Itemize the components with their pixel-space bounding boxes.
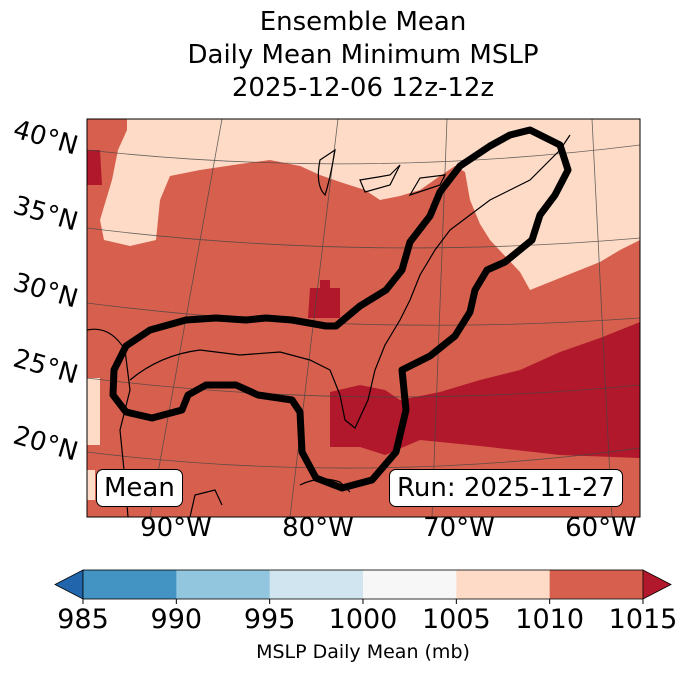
colorbar-tick-label: 995 [243,604,296,635]
parallel-35n [87,227,640,249]
colorbar-tick-label: 1015 [608,604,678,635]
title-line-1: Ensemble Mean [259,7,467,37]
colorbar-segment [269,570,364,599]
annotation-mean: Mean [96,469,183,507]
field-1005-1010-sw [87,470,95,500]
colorbar-segment [363,570,457,599]
parallel-30n [87,302,640,326]
colorbar-segment [456,570,551,599]
colorbar-tick-label: 990 [150,604,203,635]
title-line-2: Daily Mean Minimum MSLP [187,40,539,70]
annotation-run-date: Run: 2025-11-27 [389,469,623,507]
colorbar [54,569,672,604]
colorbar-under-arrow [54,569,84,600]
lon-label-90w: 90°W [140,513,212,543]
colorbar-label: MSLP Daily Mean (mb) [256,641,470,663]
colorbar-segment [549,570,644,599]
colorbar-segment [176,570,271,599]
highlight-contour [109,126,572,492]
field-1005-1010-west [87,378,100,445]
field-1015-nw [87,150,102,185]
meridian-80w [289,119,339,517]
colorbar-segment [83,570,177,599]
colorbar-tick-label: 1010 [515,604,585,635]
title-line-3: 2025-12-06 12z-12z [231,73,495,103]
colorbar-tick-label: 1005 [421,604,491,635]
field-1015-central [308,280,340,318]
colorbar-tick-label: 1000 [328,604,398,635]
colorbar-tick-label: 985 [57,604,109,635]
map-frame [86,118,641,518]
meridian-60w [591,119,613,517]
lon-label-60w: 60°W [565,513,637,543]
parallel-25n [87,377,640,398]
lon-label-80w: 80°W [282,513,354,543]
colorbar-over-arrow [642,569,672,600]
parallel-20n [87,447,640,469]
lon-label-70w: 70°W [423,513,495,543]
field-1015-southeast [330,322,640,458]
